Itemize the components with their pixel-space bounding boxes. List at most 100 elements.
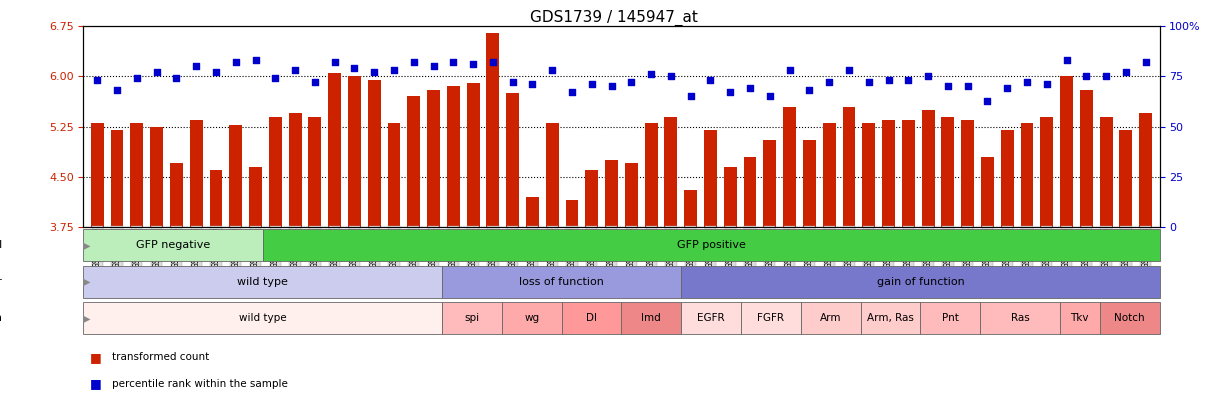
Point xyxy=(800,87,820,94)
Bar xyxy=(546,123,558,227)
Text: EGFR: EGFR xyxy=(697,313,725,323)
Text: GSM88252: GSM88252 xyxy=(607,227,616,268)
Bar xyxy=(83,266,442,298)
Text: ▶: ▶ xyxy=(83,241,91,250)
Bar xyxy=(171,163,183,227)
Text: Arm, Ras: Arm, Ras xyxy=(867,313,914,323)
Bar xyxy=(882,120,894,227)
Bar xyxy=(860,303,920,334)
Point xyxy=(562,89,582,96)
Point xyxy=(306,79,325,86)
Point xyxy=(345,65,364,72)
Text: GSM88211: GSM88211 xyxy=(686,227,696,268)
Point xyxy=(978,97,998,104)
Text: protocol: protocol xyxy=(0,241,2,250)
Point xyxy=(661,73,681,80)
Bar xyxy=(1060,77,1072,227)
Text: wg: wg xyxy=(524,313,540,323)
Bar xyxy=(801,303,860,334)
Point xyxy=(701,77,720,84)
Point xyxy=(1076,73,1096,80)
Bar xyxy=(704,130,717,227)
Bar xyxy=(685,190,697,227)
Text: GSM88239: GSM88239 xyxy=(1063,227,1071,268)
Text: Notch: Notch xyxy=(1114,313,1145,323)
Text: ■: ■ xyxy=(90,351,102,364)
Bar xyxy=(210,170,222,227)
Point xyxy=(918,73,937,80)
Bar xyxy=(466,83,480,227)
Bar xyxy=(681,303,741,334)
Bar xyxy=(507,93,519,227)
Point xyxy=(642,71,661,78)
Point xyxy=(958,83,978,90)
Point xyxy=(1096,73,1115,80)
Text: GSM88232: GSM88232 xyxy=(924,227,933,268)
Bar xyxy=(190,120,202,227)
Bar xyxy=(644,123,658,227)
Point xyxy=(464,61,483,68)
Point xyxy=(820,79,839,86)
Bar xyxy=(665,117,677,227)
Text: ■: ■ xyxy=(90,377,102,390)
Point xyxy=(898,77,918,84)
Bar xyxy=(724,167,736,227)
Bar xyxy=(1139,113,1152,227)
Point xyxy=(601,83,621,90)
Text: GSM88228: GSM88228 xyxy=(844,227,854,268)
Text: lmd: lmd xyxy=(642,313,661,323)
Bar xyxy=(921,110,935,227)
Text: GSM88214: GSM88214 xyxy=(746,227,755,268)
Bar xyxy=(269,117,282,227)
Point xyxy=(206,69,226,76)
Point xyxy=(167,75,187,82)
Text: GSM88216: GSM88216 xyxy=(785,227,794,268)
Point xyxy=(622,79,642,86)
Bar xyxy=(605,160,618,227)
Text: GSM88264: GSM88264 xyxy=(429,227,438,268)
Text: GSM88249: GSM88249 xyxy=(369,227,379,268)
Text: GSM88212: GSM88212 xyxy=(706,227,715,268)
Bar xyxy=(783,107,796,227)
Bar xyxy=(566,200,578,227)
Text: GSM88227: GSM88227 xyxy=(825,227,833,268)
Text: GFP positive: GFP positive xyxy=(677,241,746,250)
Bar xyxy=(980,303,1060,334)
Bar xyxy=(502,303,562,334)
Text: GSM88219: GSM88219 xyxy=(488,227,497,268)
Bar xyxy=(110,130,124,227)
Text: GSM88253: GSM88253 xyxy=(627,227,636,268)
Bar xyxy=(1040,117,1053,227)
Bar xyxy=(249,167,261,227)
Bar xyxy=(427,90,440,227)
Point xyxy=(839,67,859,74)
Text: GSM88244: GSM88244 xyxy=(152,227,161,268)
Bar xyxy=(741,303,801,334)
Text: GSM88234: GSM88234 xyxy=(963,227,972,268)
Point xyxy=(147,69,167,76)
Text: GSM88243: GSM88243 xyxy=(547,227,557,268)
Point xyxy=(1136,59,1156,66)
Bar xyxy=(961,120,974,227)
Text: gain of function: gain of function xyxy=(876,277,964,287)
Bar xyxy=(229,125,242,227)
Point xyxy=(681,93,701,100)
Text: GSM88242: GSM88242 xyxy=(528,227,537,268)
Text: wild type: wild type xyxy=(237,277,288,287)
Text: GSM88261: GSM88261 xyxy=(252,227,260,268)
Text: GSM88263: GSM88263 xyxy=(410,227,418,268)
Text: GSM88246: GSM88246 xyxy=(191,227,201,268)
Text: GSM88222: GSM88222 xyxy=(133,227,141,268)
Bar xyxy=(763,140,777,227)
Bar xyxy=(442,266,681,298)
Point xyxy=(523,81,542,88)
Text: other: other xyxy=(0,277,2,287)
Text: GSM88240: GSM88240 xyxy=(1082,227,1091,268)
Bar xyxy=(744,157,757,227)
Bar xyxy=(388,123,400,227)
Text: loss of function: loss of function xyxy=(519,277,604,287)
Text: transformed count: transformed count xyxy=(112,352,209,362)
Point xyxy=(187,63,206,70)
Text: Arm: Arm xyxy=(820,313,842,323)
Point xyxy=(364,69,384,76)
